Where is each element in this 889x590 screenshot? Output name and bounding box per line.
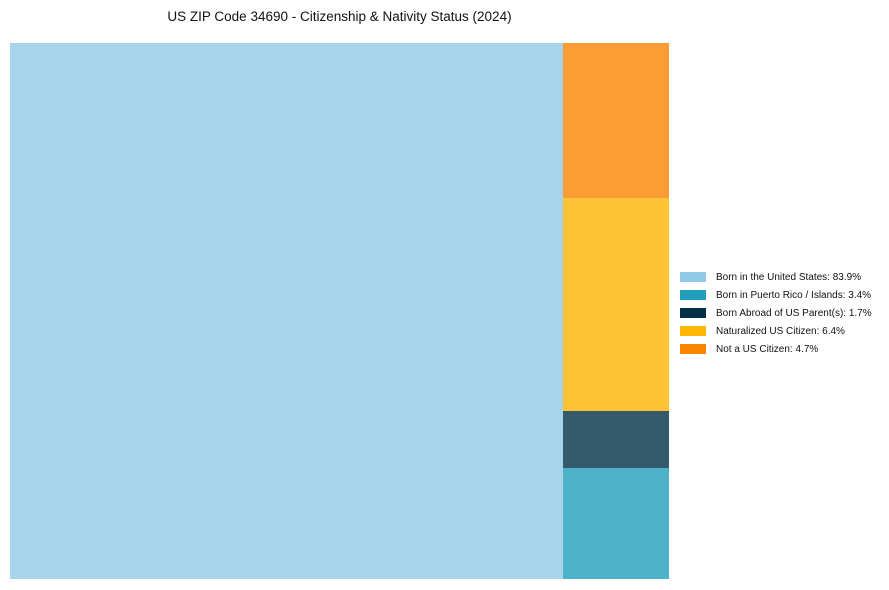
treemap — [10, 43, 669, 579]
cell-born-abroad-us-parents — [563, 411, 669, 468]
legend-swatch — [680, 308, 706, 318]
cell-born-in-puerto-rico — [563, 468, 669, 579]
legend: Born in the United States: 83.9% Born in… — [680, 268, 872, 358]
legend-item: Naturalized US Citizen: 6.4% — [680, 322, 872, 340]
legend-label: Born in Puerto Rico / Islands: 3.4% — [716, 289, 872, 301]
chart-title: US ZIP Code 34690 - Citizenship & Nativi… — [167, 9, 512, 24]
legend-label: Not a US Citizen: 4.7% — [716, 343, 819, 355]
legend-item: Born Abroad of US Parent(s): 1.7% — [680, 304, 872, 322]
legend-label: Naturalized US Citizen: 6.4% — [716, 325, 845, 337]
legend-swatch — [680, 344, 706, 354]
legend-swatch — [680, 326, 706, 336]
cell-naturalized-us-citizen — [563, 198, 669, 411]
legend-item: Born in Puerto Rico / Islands: 3.4% — [680, 286, 872, 304]
legend-swatch — [680, 272, 706, 282]
cell-not-a-us-citizen — [563, 43, 669, 198]
legend-item: Born in the United States: 83.9% — [680, 268, 872, 286]
legend-label: Born Abroad of US Parent(s): 1.7% — [716, 307, 872, 319]
cell-born-in-united-states — [10, 43, 563, 579]
legend-item: Not a US Citizen: 4.7% — [680, 340, 872, 358]
legend-label: Born in the United States: 83.9% — [716, 271, 862, 283]
legend-swatch — [680, 290, 706, 300]
